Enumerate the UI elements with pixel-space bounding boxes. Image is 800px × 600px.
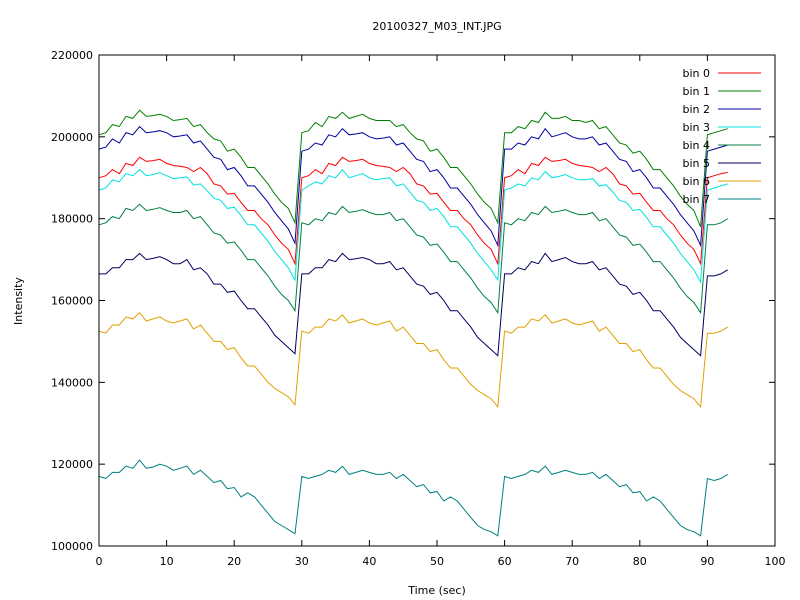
x-tick-label: 40 [362,555,376,568]
x-tick-label: 20 [227,555,241,568]
legend-label: bin 5 [682,157,710,170]
y-tick-label: 200000 [51,131,93,144]
series-line-bin-6 [98,312,728,409]
x-tick-label: 30 [295,555,309,568]
legend-label: bin 7 [682,193,710,206]
x-axis-label: Time (sec) [407,584,466,597]
legend-label: bin 3 [682,121,710,134]
y-tick-label: 220000 [51,49,93,62]
series-line-bin-7 [98,459,728,537]
legend: bin 0 bin 1 bin 2 bin 3 bin 4 bin 5 bin 6 bin 7 [682,67,761,206]
x-tick-label: 50 [430,555,444,568]
axis-ticks: 0 10 20 30 40 50 60 70 80 90 100 100000 120000 140000… [51,49,786,568]
y-axis-label: Intensity [12,277,25,325]
x-tick-label: 80 [633,555,647,568]
y-tick-label: 140000 [51,376,93,389]
legend-label: bin 4 [682,139,710,152]
series-line-bin-0 [98,156,728,266]
legend-label: bin 0 [682,67,710,80]
legend-label: bin 2 [682,103,710,116]
series-line-bin-5 [99,252,728,357]
series-line-bin-3 [98,168,728,284]
y-tick-label: 160000 [51,295,93,308]
series-line-bin-4 [98,203,728,315]
chart-title: 20100327_M03_INT.JPG [372,20,501,33]
y-tick-label: 180000 [51,213,93,226]
legend-label: bin 6 [682,175,710,188]
series-line-bin-1 [98,109,728,227]
legend-label: bin 1 [682,85,710,98]
x-tick-label: 70 [565,555,579,568]
x-tick-label: 90 [700,555,714,568]
x-tick-label: 10 [160,555,174,568]
series-line-bin-2 [98,125,728,248]
x-tick-label: 0 [96,555,103,568]
x-tick-label: 60 [498,555,512,568]
plot-frame [98,54,776,547]
y-tick-label: 120000 [51,458,93,471]
plot-area [98,109,728,537]
x-tick-label: 100 [765,555,786,568]
y-tick-label: 100000 [51,540,93,553]
